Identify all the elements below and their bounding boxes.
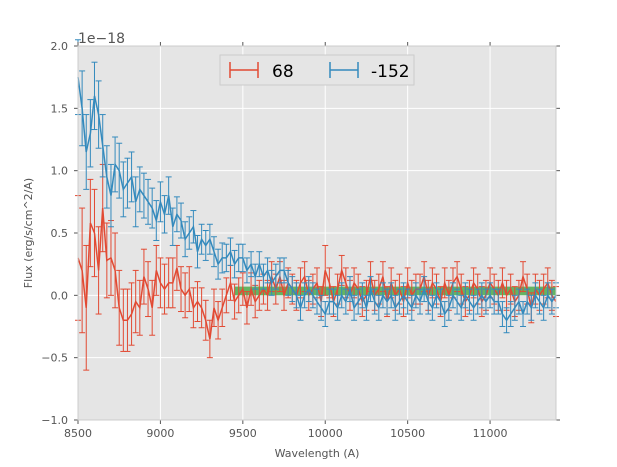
series-line xyxy=(77,208,557,340)
plot-frame xyxy=(77,45,557,421)
y-tick-label: −0.5 xyxy=(41,352,68,365)
x-tick-label: 11000 xyxy=(473,427,508,440)
y-axis-label: Flux (erg/s/cm^2/A) xyxy=(22,178,35,288)
x-tick-label: 10500 xyxy=(390,427,425,440)
y-tick-label: −1.0 xyxy=(41,414,68,427)
y-offset-label: 1e−18 xyxy=(78,31,125,47)
series-1 xyxy=(75,39,559,334)
x-axis-label: Wavelength (A) xyxy=(275,447,360,460)
y-tick-label: 2.0 xyxy=(51,40,69,53)
x-tick-label: 9500 xyxy=(229,427,257,440)
x-tick-label: 9000 xyxy=(146,427,174,440)
series-line xyxy=(77,77,557,322)
y-tick-label: 1.0 xyxy=(51,165,69,178)
series-layer xyxy=(75,39,559,371)
legend: 68 -152 xyxy=(219,54,415,86)
y-tick-label: 0.0 xyxy=(51,289,69,302)
tick-layer: 8500 9000 9500 10000 10500 11000 −1.0 −0.5 0.0 0.… xyxy=(41,40,560,440)
legend-marker-152 xyxy=(329,62,359,78)
legend-label-152: -152 xyxy=(371,62,410,82)
legend-marker-68 xyxy=(229,62,259,78)
legend-label-68: 68 xyxy=(272,62,294,82)
y-tick-label: 1.5 xyxy=(51,102,69,115)
x-tick-label: 8500 xyxy=(64,427,92,440)
x-tick-label: 10000 xyxy=(308,427,343,440)
y-tick-label: 0.5 xyxy=(51,227,69,240)
